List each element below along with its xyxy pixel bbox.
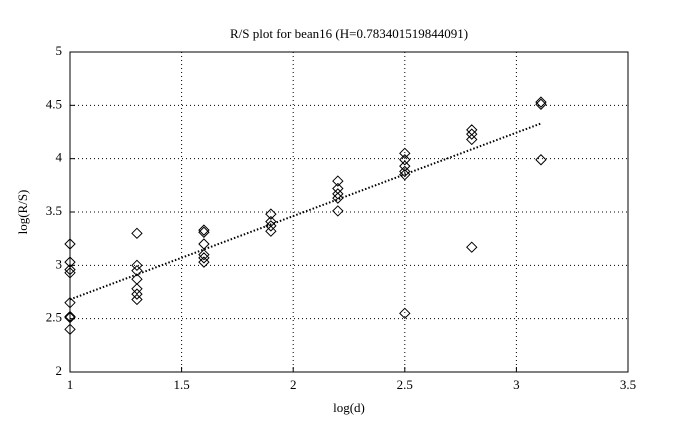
x-tick-label: 3.5 [620, 377, 636, 392]
data-point [198, 238, 210, 250]
data-point [466, 241, 478, 253]
data-point [399, 160, 411, 172]
data-point [131, 259, 143, 272]
data-point [64, 267, 76, 279]
y-tick-label: 5 [56, 43, 63, 58]
data-point [332, 205, 344, 217]
y-tick-label: 3.5 [46, 203, 62, 218]
data-point [265, 208, 277, 220]
x-tick-label: 1 [67, 377, 74, 392]
data-point [399, 154, 411, 166]
data-point [535, 98, 547, 110]
x-tick-label: 3 [513, 377, 520, 392]
data-point [332, 188, 344, 200]
data-point [332, 175, 344, 187]
data-point [265, 225, 277, 237]
y-tick-label: 2.5 [46, 310, 62, 325]
x-tick-label: 2 [290, 377, 297, 392]
data-point [198, 248, 210, 261]
y-tick-label: 4.5 [46, 96, 62, 111]
data-point [399, 165, 411, 178]
data-point [131, 293, 143, 306]
data-point [466, 124, 478, 136]
data-point [198, 256, 210, 268]
data-point [198, 224, 210, 236]
data-point [131, 288, 143, 300]
x-tick-label: 2.5 [397, 377, 413, 392]
data-point [64, 311, 76, 324]
data-point [64, 310, 76, 323]
data-point [332, 192, 344, 204]
data-point [399, 147, 411, 160]
y-tick-label: 4 [56, 150, 63, 165]
chart-title: R/S plot for bean16 (H=0.783401519844091… [230, 26, 468, 41]
data-point [198, 252, 210, 264]
data-point [466, 128, 478, 140]
data-point [535, 96, 547, 108]
data-point [64, 323, 76, 336]
data-point [64, 296, 76, 309]
data-point [466, 133, 478, 146]
data-point [535, 154, 547, 166]
y-tick-label: 2 [56, 363, 63, 378]
data-point [64, 238, 76, 250]
data-point [131, 264, 143, 277]
data-point [131, 227, 143, 240]
y-tick-label: 3 [56, 256, 63, 271]
x-tick-label: 1.5 [173, 377, 189, 392]
fit-line [69, 122, 542, 301]
x-axis-label: log(d) [333, 400, 365, 415]
data-point [198, 226, 210, 238]
data-point [399, 307, 411, 320]
y-axis-label: log(R/S) [15, 190, 30, 235]
data-point [64, 263, 76, 276]
